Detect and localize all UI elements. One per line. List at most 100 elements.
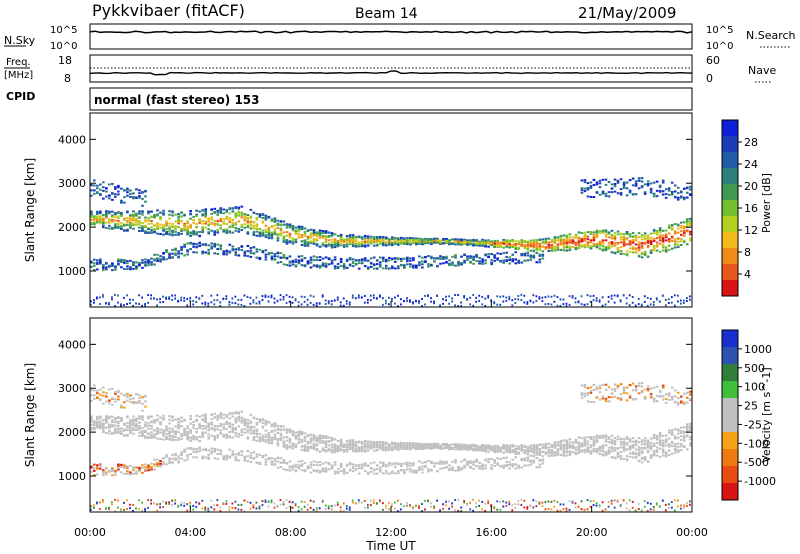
power-cell <box>216 211 220 214</box>
velocity-cell <box>114 498 116 501</box>
velocity-cell <box>117 468 120 471</box>
power-cell <box>189 299 192 302</box>
velocity-cell <box>249 432 253 435</box>
velocity-cell <box>147 417 150 420</box>
velocity-cell <box>246 455 250 458</box>
power-cell <box>391 244 394 247</box>
velocity-cell <box>321 440 325 443</box>
power-cell <box>312 242 316 245</box>
power-cell <box>481 243 484 246</box>
power-cell <box>544 303 547 306</box>
colorbar-tick-label: 16 <box>744 202 758 215</box>
power-cell <box>607 241 611 244</box>
power-cell <box>598 179 602 182</box>
power-cell <box>652 245 656 248</box>
power-cell <box>339 238 343 241</box>
velocity-cell <box>147 506 149 509</box>
power-cell <box>129 218 132 221</box>
power-cell <box>628 242 632 245</box>
power-cell <box>613 185 617 188</box>
power-cell <box>586 187 590 190</box>
power-cell <box>409 300 411 303</box>
power-cell <box>673 242 677 245</box>
power-cell <box>502 261 505 264</box>
power-cell <box>348 237 352 240</box>
velocity-cell <box>123 406 126 409</box>
power-cell <box>177 252 180 255</box>
power-cell <box>544 247 548 250</box>
power-cell <box>261 214 265 217</box>
power-cell <box>610 245 614 248</box>
velocity-cell <box>120 418 123 421</box>
velocity-cell <box>276 428 280 431</box>
velocity-cell <box>192 456 195 459</box>
power-cell <box>631 248 635 251</box>
power-cell <box>378 242 382 245</box>
cpid-panel: CPID normal (fast stereo) 153 <box>6 87 693 111</box>
power-cell <box>670 237 674 240</box>
power-cell <box>625 250 629 253</box>
power-cell <box>601 296 604 299</box>
velocity-cell <box>309 471 313 474</box>
power-cell <box>673 304 676 307</box>
power-cell <box>457 260 460 263</box>
power-cell <box>204 210 207 213</box>
power-cell <box>279 298 282 301</box>
power-cell <box>339 260 343 263</box>
power-cell <box>637 243 641 246</box>
power-cell <box>556 238 560 241</box>
velocity-cell <box>150 436 153 439</box>
velocity-cell <box>198 450 201 453</box>
power-cell <box>282 223 286 226</box>
velocity-cell <box>282 503 285 506</box>
power-cell <box>117 215 120 218</box>
velocity-cell <box>219 450 223 453</box>
velocity-cell <box>246 437 250 440</box>
power-cell <box>448 264 451 267</box>
power-cell <box>216 243 220 246</box>
power-cell <box>682 240 686 243</box>
power-cell <box>466 239 469 242</box>
velocity-cell <box>372 443 376 446</box>
power-cell <box>120 227 123 230</box>
power-cell <box>330 246 334 249</box>
power-cell <box>604 249 608 252</box>
power-cell <box>333 265 337 268</box>
velocity-cell <box>300 508 303 511</box>
power-cell <box>646 237 650 240</box>
power-cell <box>526 242 530 245</box>
power-cell <box>391 241 394 244</box>
velocity-cell <box>159 460 162 463</box>
power-frame <box>89 112 693 308</box>
velocity-cell <box>354 464 358 467</box>
velocity-cell <box>261 438 265 441</box>
velocity-cell <box>219 509 222 512</box>
power-cell <box>595 181 599 184</box>
velocity-cell <box>162 431 165 434</box>
power-cell <box>150 257 153 260</box>
power-cell <box>153 231 156 234</box>
power-cell <box>604 239 608 242</box>
velocity-cell <box>240 503 243 506</box>
power-cell <box>141 204 144 207</box>
power-cell <box>216 213 220 216</box>
velocity-cell <box>327 436 331 439</box>
power-cell <box>339 257 343 260</box>
power-cell <box>619 238 623 241</box>
power-cell <box>538 253 542 256</box>
y-tick-label: 4000 <box>58 133 86 146</box>
power-cell <box>225 215 229 218</box>
power-cell <box>318 302 321 305</box>
power-cell <box>457 240 460 243</box>
power-cell <box>129 214 132 217</box>
power-cell <box>333 244 337 247</box>
velocity-cell <box>330 467 334 470</box>
power-cell <box>616 294 619 297</box>
power-cell <box>186 253 189 256</box>
power-cell <box>610 229 614 232</box>
velocity-cell <box>96 415 99 418</box>
power-cell <box>436 237 439 240</box>
power-cell <box>321 257 325 260</box>
power-cell <box>369 299 372 302</box>
power-cell <box>679 226 683 229</box>
